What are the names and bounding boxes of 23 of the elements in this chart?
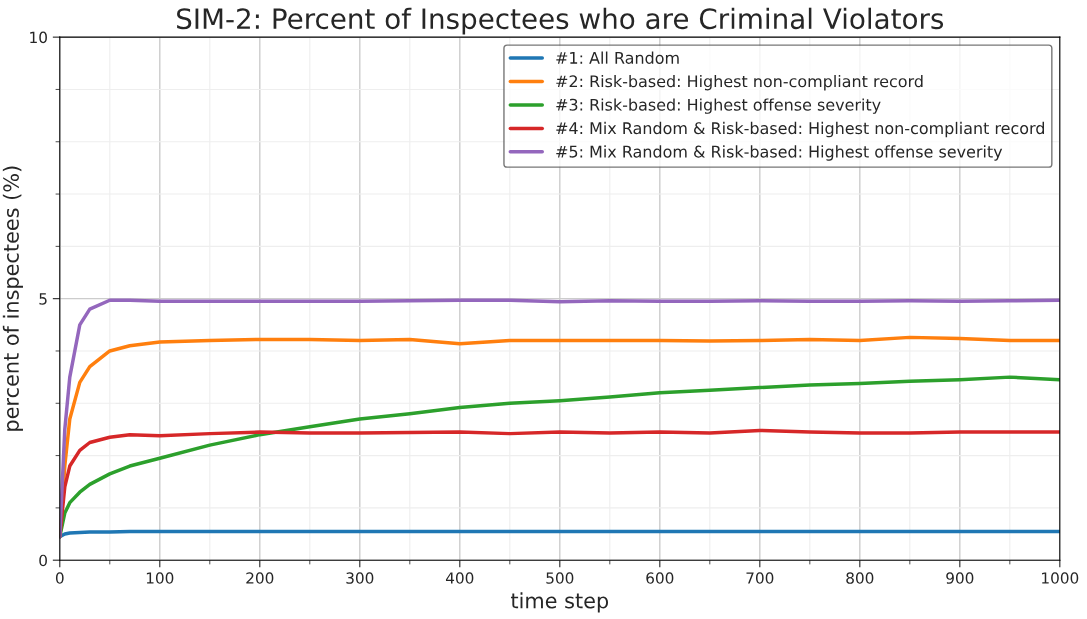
x-tick-label: 700 bbox=[746, 572, 774, 584]
x-tick-label: 400 bbox=[445, 572, 474, 584]
x-tick-label: 600 bbox=[646, 572, 674, 584]
x-tick-label: 500 bbox=[546, 572, 574, 584]
x-tick-label: 900 bbox=[946, 572, 974, 584]
y-tick-label: 5 bbox=[39, 293, 47, 305]
x-tick-label: 1000 bbox=[1042, 572, 1079, 584]
legend-label: #1: All Random bbox=[556, 51, 679, 64]
chart-title: SIM-2: Percent of Inspectees who are Criminal Violators bbox=[177, 7, 944, 35]
x-tick-label: 0 bbox=[55, 572, 64, 584]
x-tick-label: 200 bbox=[246, 572, 274, 584]
legend-label: #3: Risk-based: Highest offense severity bbox=[556, 98, 881, 114]
x-axis-title: time step bbox=[510, 592, 609, 613]
y-tick-label: 10 bbox=[30, 31, 47, 44]
x-tick-label: 100 bbox=[146, 572, 174, 584]
y-axis-title: percent of inspectees (%) bbox=[2, 166, 23, 431]
legend-label: #2: Risk-based: Highest non-compliant record bbox=[556, 74, 923, 91]
y-tick-label: 0 bbox=[39, 554, 47, 567]
x-tick-label: 800 bbox=[846, 572, 874, 584]
x-tick-label: 300 bbox=[346, 572, 374, 584]
legend-label: #4: Mix Random & Risk-based: Highest non-compliant record bbox=[556, 121, 1044, 138]
line-series bbox=[59, 298, 1060, 539]
legend-label: #5: Mix Random & Risk-based: Highest offense severity bbox=[556, 145, 1003, 161]
